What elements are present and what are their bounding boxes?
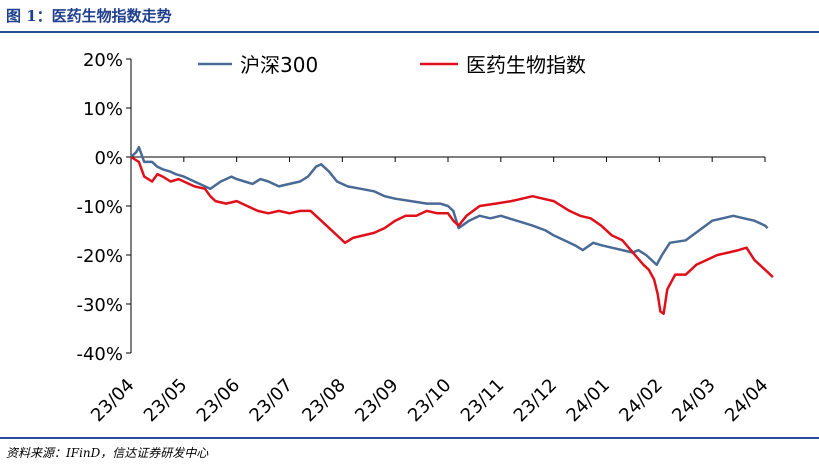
y-tick-label: -30% [76, 295, 123, 316]
x-tick-label: 24/01 [563, 375, 615, 427]
x-tick-label: 24/04 [721, 375, 773, 427]
x-tick-label: 23/05 [140, 375, 192, 427]
x-tick-label: 24/02 [615, 375, 667, 427]
top-rule [0, 31, 819, 33]
series-line-pharma [130, 155, 774, 316]
source-note: 资料来源：IFinD，信达证券研发中心 [6, 446, 209, 460]
x-tick-label: 23/09 [351, 375, 403, 427]
x-tick-label: 23/10 [404, 375, 456, 427]
y-tick-label: -10% [76, 197, 123, 218]
x-tick-label: 23/07 [246, 375, 298, 427]
x-tick-label: 24/03 [668, 375, 720, 427]
y-tick-label: -40% [76, 344, 123, 365]
x-tick-label: 23/04 [87, 375, 139, 427]
legend: 沪深300 医药生物指数 [198, 53, 586, 77]
x-tick-label: 23/06 [193, 375, 245, 427]
y-tick-label: 0% [94, 148, 123, 169]
y-tick-label: 10% [83, 99, 123, 120]
x-tick-label: 23/12 [510, 375, 562, 427]
legend-label-hs300: 沪深300 [240, 53, 318, 77]
legend-label-pharma: 医药生物指数 [466, 53, 586, 77]
x-tick-label: 23/11 [457, 375, 509, 427]
y-tick-label: 20% [83, 50, 123, 71]
plot-area [130, 145, 774, 316]
figure-title: 图 1：医药生物指数走势 [6, 7, 172, 25]
bottom-rule [0, 437, 819, 439]
x-tick-label: 23/08 [298, 375, 350, 427]
y-tick-label: -20% [76, 246, 123, 267]
axes: 20%10%0%-10%-20%-30%-40%23/04 23/05 23/06 2… [76, 50, 772, 426]
line-chart: 沪深300 医药生物指数 20% 10% 0% -10% -20% -30% -40% 23/… [76, 50, 774, 426]
series-line-hs300 [130, 145, 769, 267]
